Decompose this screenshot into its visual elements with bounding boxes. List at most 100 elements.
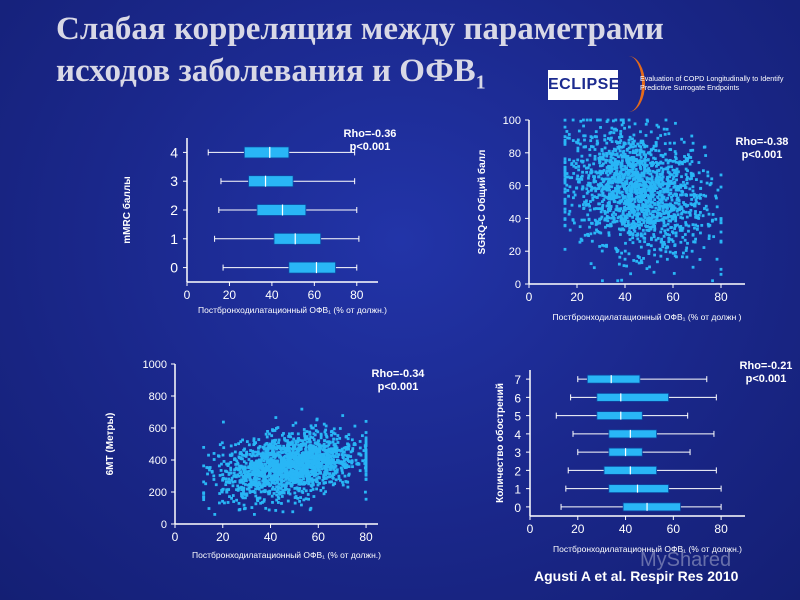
scatter-point	[639, 200, 642, 204]
scatter-point	[297, 438, 300, 441]
scatter-point	[249, 467, 253, 471]
scatter-point	[290, 453, 294, 456]
scatter-point	[634, 173, 638, 177]
scatter-point	[698, 258, 702, 261]
scatter-point	[629, 231, 633, 234]
scatter-point	[336, 455, 340, 459]
scatter-point	[227, 462, 231, 466]
scatter-point	[300, 451, 304, 455]
scatter-point	[315, 477, 319, 481]
scatter-point	[670, 195, 673, 199]
scatter-point	[675, 172, 679, 176]
scatter-point	[619, 130, 623, 133]
scatter-point	[239, 440, 243, 444]
scatter-point	[642, 174, 646, 178]
scatter-point	[235, 498, 239, 502]
scatter-point	[230, 478, 233, 482]
scatter-point	[650, 175, 654, 179]
scatter-point	[337, 477, 341, 481]
scatter-point	[305, 454, 309, 458]
scatter-point	[272, 459, 275, 463]
scatter-point	[340, 447, 344, 451]
scatter-point	[694, 223, 698, 227]
scatter-point	[256, 470, 260, 474]
scatter-point	[350, 459, 354, 463]
scatter-point	[636, 194, 640, 198]
scatter-point	[656, 260, 659, 264]
scatter-point	[303, 457, 307, 461]
scatter-point	[234, 443, 237, 447]
scatter-point	[662, 195, 666, 199]
scatter-point	[674, 217, 677, 221]
y-tick-label: 2	[514, 464, 521, 478]
scatter-point	[333, 462, 336, 466]
scatter-point	[318, 471, 322, 475]
scatter-point	[621, 173, 625, 177]
scatter-point	[641, 139, 645, 143]
scatter-point	[664, 118, 668, 122]
scatter-point	[237, 501, 241, 505]
eclipse-logo-description: Evaluation of COPD Longitudinally to Ide…	[640, 74, 784, 92]
scatter-point	[627, 125, 631, 129]
scatter-point	[673, 141, 676, 145]
scatter-point	[248, 478, 252, 481]
scatter-point	[639, 145, 643, 149]
scatter-point	[271, 485, 275, 489]
y-tick-label: 20	[509, 246, 521, 258]
scatter-point	[666, 184, 670, 187]
scatter-point	[364, 465, 368, 469]
scatter-point	[235, 475, 238, 479]
scatter-point	[609, 204, 613, 208]
scatter-point	[266, 490, 270, 494]
scatter-point	[219, 469, 223, 472]
scatter-point	[681, 226, 685, 230]
scatter-point	[297, 443, 301, 447]
scatter-point	[244, 461, 248, 465]
scatter-point	[665, 127, 669, 131]
scatter-point	[626, 176, 630, 180]
scatter-point	[711, 279, 714, 283]
scatter-point	[586, 213, 590, 217]
scatter-point	[227, 477, 231, 481]
scatter-point	[668, 233, 671, 237]
scatter-point	[247, 466, 250, 470]
scatter-point	[647, 196, 651, 200]
scatter-point	[286, 464, 289, 468]
scatter-point	[653, 184, 657, 188]
scatter-point	[300, 467, 304, 471]
scatter-point	[612, 119, 615, 123]
scatter-point	[628, 176, 632, 180]
scatter-point	[619, 118, 623, 122]
scatter-point	[302, 477, 305, 481]
scatter-point	[693, 212, 697, 216]
scatter-point	[583, 233, 587, 237]
scatter-point	[291, 423, 295, 427]
scatter-point	[240, 492, 243, 496]
scatter-point	[223, 501, 226, 505]
scatter-point	[364, 469, 368, 473]
rho-label: Rho=-0.34	[372, 368, 426, 380]
scatter-point	[258, 482, 262, 486]
scatter-point	[655, 164, 658, 168]
x-axis-label: Постбронходилатационный ОФВ₁ (% от должн…	[192, 550, 381, 560]
scatter-point	[247, 443, 251, 447]
scatter-point	[608, 188, 612, 192]
scatter-point	[283, 488, 287, 492]
scatter-point	[606, 183, 610, 187]
scatter-point	[282, 450, 286, 454]
scatter-point	[667, 184, 671, 188]
scatter-point	[616, 216, 620, 220]
scatter-point	[650, 186, 654, 190]
scatter-point	[308, 451, 312, 455]
scatter-point	[670, 204, 674, 207]
scatter-point	[276, 445, 280, 449]
scatter-point	[224, 483, 228, 487]
scatter-point	[326, 456, 330, 460]
scatter-point	[281, 483, 284, 487]
scatter-point	[286, 491, 290, 495]
scatter-point	[212, 458, 216, 461]
scatter-point	[297, 456, 301, 460]
scatter-point	[609, 207, 613, 211]
scatter-point	[615, 166, 619, 170]
scatter-point	[610, 160, 614, 164]
